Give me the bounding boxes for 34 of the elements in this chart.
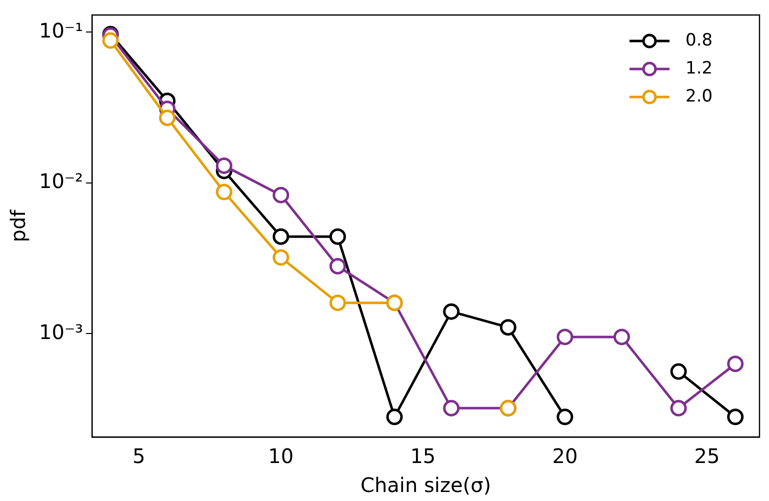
y-tick-label: 10⁻³: [38, 320, 84, 344]
x-tick-label: 15: [410, 444, 436, 468]
point: [329, 294, 346, 312]
point: [443, 303, 460, 320]
point: [556, 408, 574, 426]
point: [272, 186, 290, 204]
legend-label: 1.2: [686, 58, 713, 78]
point: [670, 400, 687, 416]
point: [329, 258, 346, 274]
point: [102, 32, 119, 49]
point: [727, 356, 744, 372]
x-tick-label: 10: [268, 444, 294, 468]
point: [216, 184, 232, 200]
y-tick-label: 10⁻²: [38, 169, 84, 194]
x-tick-label: 5: [132, 444, 146, 468]
x-tick-label: 20: [552, 444, 578, 468]
point: [272, 228, 290, 245]
point: [159, 110, 176, 126]
x-tick-label: 25: [694, 444, 720, 468]
point: [670, 363, 687, 380]
legend-label: 2.0: [686, 86, 713, 106]
point: [613, 328, 630, 346]
x-axis-title: Chain size(σ): [360, 473, 492, 498]
point: [329, 228, 346, 245]
point: [727, 408, 744, 426]
point: [216, 157, 232, 174]
y-axis-title: pdf: [6, 208, 30, 242]
point: [556, 328, 574, 346]
point: [386, 408, 403, 426]
point: [500, 319, 516, 336]
point: [443, 400, 460, 416]
y-tick-label: 10⁻¹: [38, 18, 84, 42]
point: [272, 249, 290, 266]
legend-label: 0.8: [686, 30, 713, 50]
